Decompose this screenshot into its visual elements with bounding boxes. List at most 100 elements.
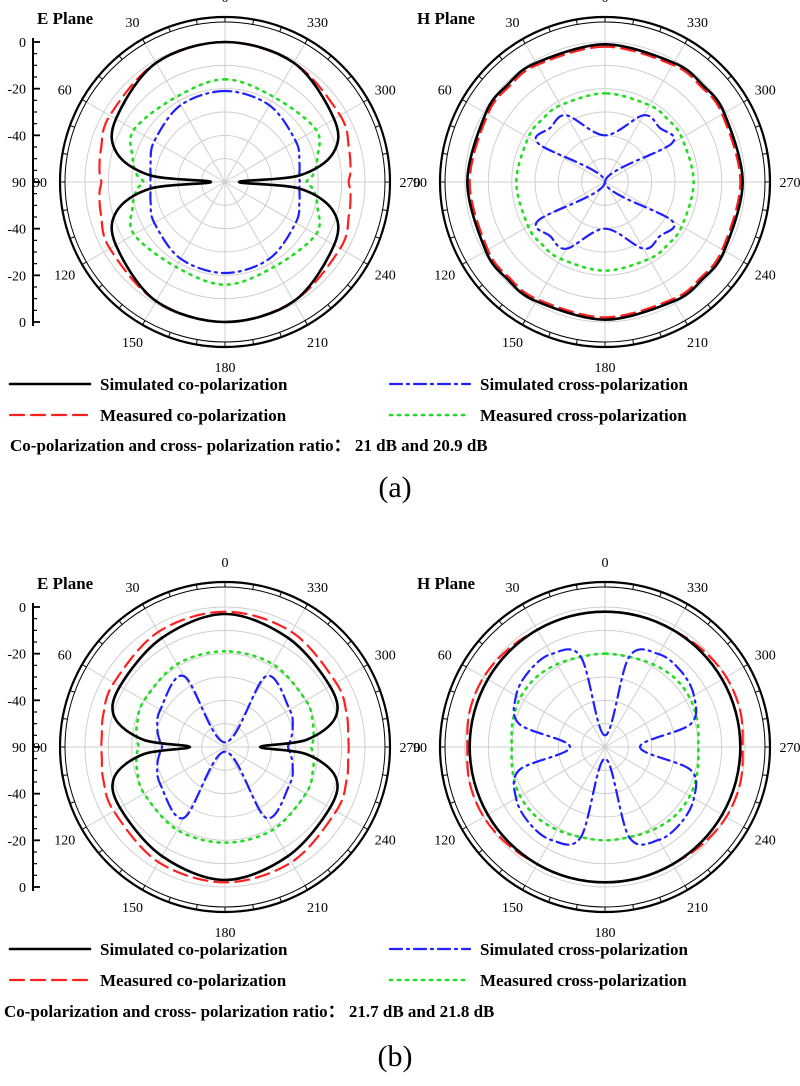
- series-simulated-cross-polarization: [512, 648, 698, 846]
- angle-label: 180: [595, 361, 616, 376]
- series-simulated-co-polarization: [111, 612, 339, 882]
- grid-spoke: [81, 664, 226, 748]
- angle-label: 30: [506, 581, 520, 596]
- rim-tick: [659, 332, 662, 338]
- grid-spoke: [604, 746, 688, 891]
- rim-tick: [347, 849, 352, 854]
- radial-tick-label: -40: [7, 694, 26, 709]
- rim-tick: [762, 717, 768, 720]
- rim-tick: [575, 904, 578, 910]
- series-simulated-cross-polarization: [534, 114, 676, 250]
- radial-tick-label: 90: [12, 741, 26, 756]
- e-plane-plot: 0 30 60 90 120 150 180 210 240 270 300 330 E Plane: [33, 0, 421, 376]
- rim-tick: [98, 75, 103, 80]
- rim-tick: [62, 209, 68, 212]
- rim-tick: [498, 304, 503, 309]
- rim-tick: [98, 284, 103, 289]
- rim-tick: [522, 885, 526, 891]
- rim-tick: [727, 75, 732, 80]
- rim-tick: [347, 75, 352, 80]
- rim-tick: [304, 603, 308, 609]
- plot-title: H Plane: [417, 574, 476, 593]
- angle-label: 240: [755, 834, 776, 849]
- angle-label: 240: [375, 834, 396, 849]
- rim-tick: [195, 904, 198, 910]
- rim-tick: [659, 26, 662, 32]
- angle-label: 330: [307, 16, 328, 31]
- rim-tick: [375, 125, 381, 128]
- radial-tick-label: -40: [7, 129, 26, 144]
- angle-label: 150: [122, 901, 143, 916]
- angle-label: 210: [307, 901, 328, 916]
- rim-tick: [252, 19, 255, 25]
- angle-label: 30: [126, 16, 140, 31]
- legend-label: Measured cross-polarization: [480, 406, 687, 425]
- angle-label: 240: [375, 269, 396, 284]
- legend: Simulated co-polarization Simulated cross…: [8, 940, 688, 990]
- rim-tick: [707, 869, 712, 874]
- rim-tick: [449, 236, 455, 239]
- rim-tick: [195, 584, 198, 590]
- angle-label: 90: [413, 176, 427, 191]
- angle-label: 90: [33, 176, 47, 191]
- radial-tick-label: 0: [19, 881, 26, 896]
- rim-tick: [755, 690, 761, 693]
- angle-label: 150: [502, 901, 523, 916]
- rim-tick: [755, 236, 761, 239]
- angle-label: 90: [33, 741, 47, 756]
- rim-tick: [279, 26, 282, 32]
- rim-tick: [168, 332, 171, 338]
- rim-tick: [327, 304, 332, 309]
- rim-tick: [347, 284, 352, 289]
- rim-tick: [522, 603, 526, 609]
- panel-caption: (b): [378, 1040, 413, 1073]
- rim-tick: [69, 236, 75, 239]
- rim-tick: [62, 717, 68, 720]
- legend-label: Simulated cross-polarization: [480, 375, 688, 394]
- rim-tick: [449, 690, 455, 693]
- rim-tick: [118, 55, 123, 60]
- rim-tick: [727, 640, 732, 645]
- rim-tick: [461, 99, 467, 103]
- rim-tick: [478, 849, 483, 854]
- radial-tick-label: -40: [7, 788, 26, 803]
- h-plane-plot: 0 30 60 90 120 150 180 210 240 270 300 330 H Plane: [413, 556, 800, 941]
- series-simulated-cross-polarization: [156, 674, 294, 820]
- series-simulated-co-polarization: [110, 40, 340, 324]
- rim-tick: [478, 284, 483, 289]
- rim-tick: [743, 99, 749, 103]
- legend: Simulated co-polarization Simulated cross…: [8, 375, 688, 425]
- rim-tick: [461, 664, 467, 668]
- angle-label: 0: [602, 556, 609, 571]
- angle-label: 300: [375, 84, 396, 99]
- rim-tick: [279, 332, 282, 338]
- angle-label: 0: [222, 0, 229, 6]
- grid-spoke: [224, 664, 369, 748]
- rim-tick: [168, 591, 171, 597]
- radial-tick-label: -20: [7, 648, 26, 663]
- angle-label: 120: [54, 269, 75, 284]
- rim-tick: [375, 236, 381, 239]
- angle-label: 270: [780, 741, 800, 756]
- rim-tick: [98, 849, 103, 854]
- radial-tick-label: -40: [7, 223, 26, 238]
- angle-label: 150: [122, 336, 143, 351]
- e-plane-plot: 0 30 60 90 120 150 180 210 240 270 300 330 E Plane: [33, 556, 421, 941]
- rim-tick: [382, 717, 388, 720]
- angle-label: 270: [780, 176, 800, 191]
- angle-label: 270: [400, 176, 421, 191]
- angle-label: 0: [222, 556, 229, 571]
- rim-tick: [118, 620, 123, 625]
- rim-tick: [548, 26, 551, 32]
- rim-tick: [727, 284, 732, 289]
- series-measured-co-polarization: [100, 610, 350, 884]
- angle-label: 30: [506, 16, 520, 31]
- rim-tick: [168, 26, 171, 32]
- grid-spoke: [604, 664, 749, 748]
- angle-label: 90: [413, 741, 427, 756]
- rim-tick: [442, 717, 448, 720]
- rim-tick: [62, 152, 68, 155]
- rim-tick: [575, 339, 578, 345]
- rim-tick: [498, 869, 503, 874]
- radial-axis: 0 -20 -40 90 -40 -20 0: [7, 36, 40, 331]
